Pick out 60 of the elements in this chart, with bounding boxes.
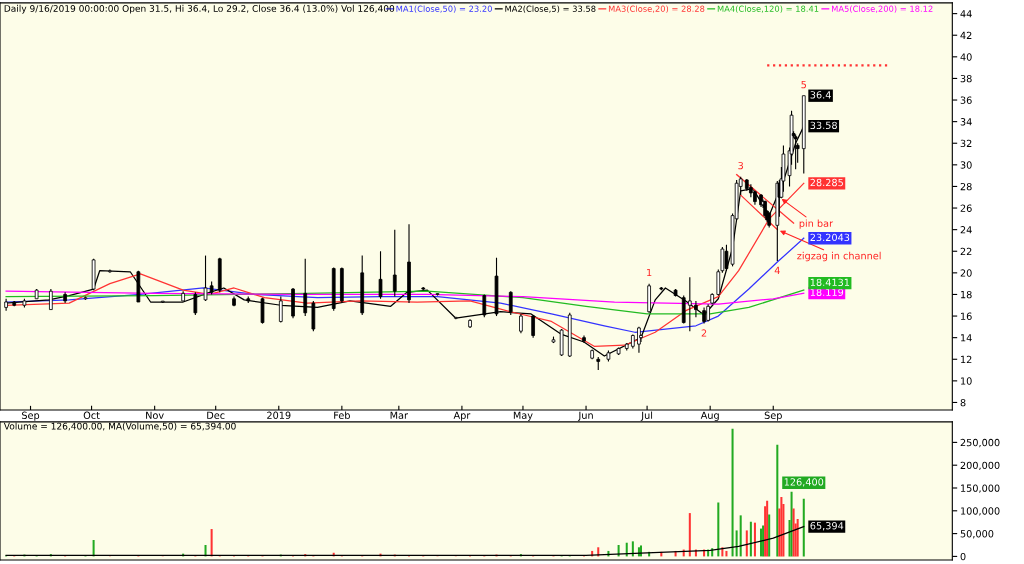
- y-tick-label: 250,000: [960, 438, 1000, 448]
- legend-label: MA2(Close,5) = 33.58: [505, 5, 596, 13]
- data-label: 126,400: [784, 478, 824, 487]
- data-label: 18.119: [810, 288, 844, 296]
- x-tick-label: Apr: [453, 411, 471, 421]
- legend-label: MA1(Close,50) = 23.20: [396, 5, 492, 13]
- annotation: 1: [647, 268, 652, 277]
- data-label: 18.4131: [810, 278, 850, 286]
- x-tick-label: Aug: [700, 411, 719, 421]
- y-tick-label: 34: [960, 118, 972, 126]
- y-tick-label: 50,000: [960, 530, 994, 539]
- y-tick-label: 38: [960, 74, 972, 83]
- legend-label: MA3(Close,20) = 28.28: [608, 5, 705, 13]
- annotation: pin bar: [799, 219, 834, 229]
- data-label: 65,394: [810, 522, 844, 531]
- y-tick-label: 32: [960, 139, 972, 148]
- x-tick-label: Nov: [146, 411, 164, 419]
- y-tick-label: 36: [960, 96, 972, 104]
- y-tick-label: 150,000: [961, 484, 1000, 493]
- y-tick-label: 10: [961, 377, 972, 385]
- y-tick-label: 200,000: [960, 461, 1000, 471]
- annotation: 5: [801, 81, 807, 89]
- x-tick-label: Dec: [207, 411, 225, 419]
- annotation: 2: [701, 329, 707, 337]
- x-tick-label: Sep: [22, 411, 40, 421]
- x-tick-label: May: [513, 411, 533, 421]
- legend-label: MA4(Close,120) = 18.41: [717, 5, 819, 13]
- y-tick-label: 14: [961, 334, 972, 342]
- data-label: 33.58: [810, 121, 837, 129]
- legend-label: MA5(Close,200) = 18.12: [831, 5, 933, 13]
- y-tick-label: 22: [960, 247, 972, 255]
- y-tick-label: 12: [961, 355, 972, 363]
- y-tick-label: 44: [960, 10, 972, 18]
- x-tick-label: Sep: [764, 411, 782, 421]
- x-tick-label: Mar: [390, 411, 409, 419]
- x-tick-label: Jul: [640, 411, 653, 421]
- annotation: 3: [738, 161, 744, 170]
- data-label: 23.2043: [810, 233, 850, 242]
- y-tick-label: 42: [960, 31, 972, 39]
- y-tick-label: 100,000: [961, 507, 1000, 516]
- x-tick-label: Jun: [577, 411, 593, 421]
- chart-title: Daily 9/16/2019 00:00:00 Open 31.5, Hi 36.4, Lo 29.2, Close 36.4 (13.0%) Vol 126,400: [4, 4, 395, 14]
- y-tick-label: 26: [960, 204, 972, 212]
- y-tick-label: 20: [960, 269, 972, 277]
- y-tick-label: 18: [961, 290, 972, 299]
- x-tick-label: Oct: [83, 411, 100, 419]
- y-tick-label: 28: [960, 182, 972, 191]
- x-tick-label: 2019: [267, 411, 291, 419]
- annotation: zigzag in channel: [797, 251, 881, 262]
- data-label: 28.285: [810, 178, 843, 187]
- y-tick-label: 0: [960, 552, 966, 561]
- y-tick-label: 8: [960, 398, 966, 407]
- y-tick-label: 40: [960, 53, 972, 61]
- text: 36.4: [810, 91, 831, 99]
- y-tick-label: 16: [961, 312, 972, 320]
- annotation: 4: [774, 266, 780, 274]
- x-tick-label: Feb: [334, 411, 350, 419]
- chart-title: Volume = 126,400.00, MA(Volume,50) = 65,394.00: [3, 422, 236, 431]
- y-tick-label: 30: [960, 161, 972, 169]
- y-tick-label: 24: [960, 226, 972, 234]
